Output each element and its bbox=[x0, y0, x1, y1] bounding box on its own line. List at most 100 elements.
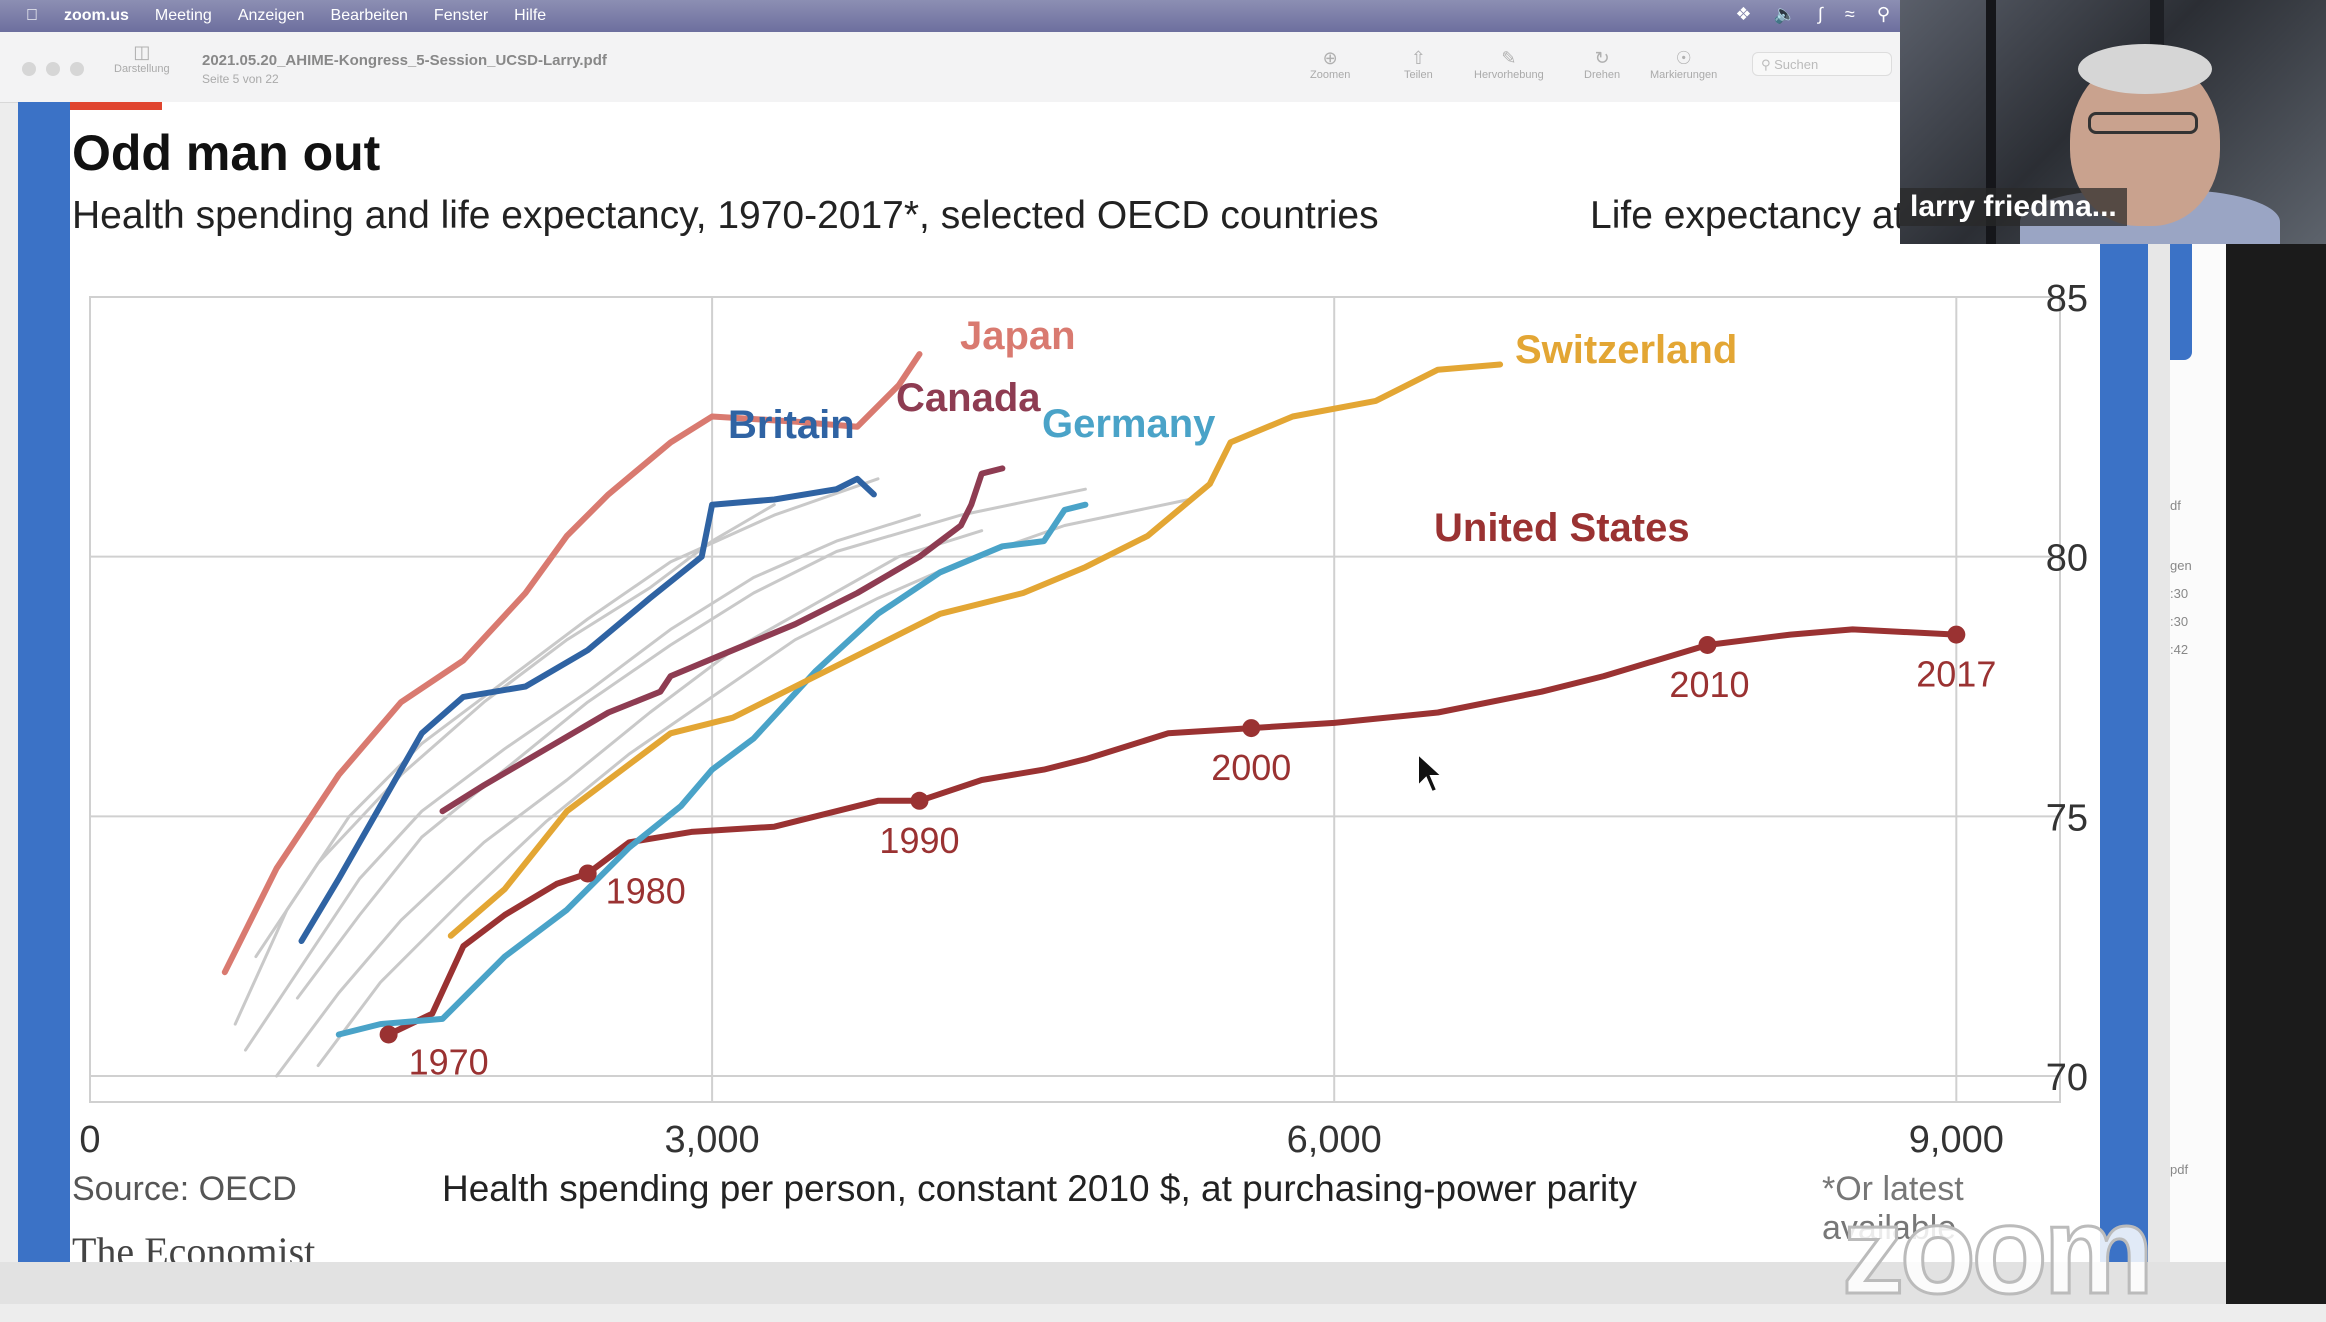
year-marker bbox=[1947, 625, 1966, 644]
participant-name: larry friedma... bbox=[1900, 188, 2127, 226]
window-bottom bbox=[0, 1262, 2226, 1304]
year-label: 2010 bbox=[1669, 664, 1749, 705]
share-icon: ⇧ bbox=[1410, 48, 1426, 68]
y-tick-label: 70 bbox=[2046, 1057, 2088, 1099]
wifi-icon[interactable]: ≈ bbox=[1844, 4, 1855, 24]
x-axis-label: Health spending per person, constant 201… bbox=[442, 1168, 1638, 1209]
view-label: Darstellung bbox=[114, 63, 170, 75]
x-tick-label: 6,000 bbox=[1287, 1119, 1382, 1161]
slide-gutter bbox=[2148, 102, 2170, 1262]
search-icon[interactable]: ⚲ bbox=[1876, 4, 1890, 24]
dropbox-icon[interactable]: ❖ bbox=[1735, 4, 1752, 24]
dark-background bbox=[2226, 244, 2326, 1304]
mouse-cursor-icon bbox=[1417, 752, 1445, 794]
markup-icon: ☉ bbox=[1675, 48, 1692, 68]
y-tick-label: 75 bbox=[2046, 797, 2088, 839]
slide-accent-right bbox=[2100, 102, 2148, 1262]
view-button[interactable]: ◫ Darstellung bbox=[114, 42, 170, 75]
apple-icon[interactable]:  bbox=[26, 7, 38, 25]
series-label: Britain bbox=[728, 403, 855, 447]
menu-meeting[interactable]: Meeting bbox=[142, 7, 212, 24]
y-tick-label: 80 bbox=[2046, 538, 2088, 580]
series-line-britain bbox=[298, 475, 877, 944]
sidebar-text-1: df bbox=[2170, 498, 2181, 513]
menu-app-zoom[interactable]: zoom.us bbox=[52, 7, 129, 24]
series-line-switzerland bbox=[447, 361, 1504, 939]
year-label: 1970 bbox=[409, 1041, 489, 1082]
series-label: Germany bbox=[1042, 402, 1216, 446]
series-line-united-states bbox=[385, 626, 1960, 1038]
chart-subtitle: Health spending and life expectancy, 197… bbox=[72, 194, 1379, 237]
series-line-oecd-other-3 bbox=[295, 487, 1087, 1000]
series-label: Canada bbox=[896, 376, 1041, 420]
rotate-icon: ↻ bbox=[1594, 48, 1610, 68]
selected-thumbnail[interactable] bbox=[2170, 240, 2192, 360]
video-window-frame bbox=[1986, 0, 1996, 244]
zoom-button[interactable] bbox=[70, 62, 84, 76]
menu-anzeigen[interactable]: Anzeigen bbox=[225, 7, 305, 24]
economist-red-tab bbox=[70, 102, 162, 110]
thumbnail-sidebar: df gen :30 :30 :42 pdf bbox=[2170, 240, 2226, 1262]
chart-title: Odd man out bbox=[72, 125, 381, 181]
year-label: 1990 bbox=[879, 820, 959, 861]
series-line-canada bbox=[439, 465, 1006, 815]
share-tool[interactable]: ⇧ Teilen bbox=[1404, 48, 1433, 81]
year-marker bbox=[578, 864, 597, 883]
year-marker bbox=[1242, 719, 1261, 738]
sidebar-text-5: :42 bbox=[2170, 642, 2189, 657]
slide-accent-left bbox=[18, 102, 70, 1262]
zoom-tool-label: Zoomen bbox=[1310, 69, 1351, 81]
year-marker bbox=[379, 1025, 398, 1044]
sidebar-text-4: :30 bbox=[2170, 614, 2189, 629]
document-title: 2021.05.20_AHIME-Kongress_5-Session_UCSD… bbox=[202, 52, 607, 69]
participant-hair bbox=[2078, 44, 2212, 94]
source-note: Source: OECD bbox=[72, 1170, 297, 1208]
window-controls bbox=[22, 62, 84, 76]
series-label: Japan bbox=[960, 314, 1076, 358]
sidebar-text-2: gen bbox=[2170, 558, 2192, 573]
volume-icon[interactable]: 🔈 bbox=[1773, 4, 1796, 24]
y-tick-label: 85 bbox=[2046, 278, 2088, 320]
search-icon: ⚲ bbox=[1761, 57, 1775, 72]
search-input[interactable]: ⚲ Suchen bbox=[1752, 52, 1892, 76]
year-marker bbox=[910, 791, 929, 810]
document-page: Seite 5 von 22 bbox=[202, 72, 279, 86]
share-tool-label: Teilen bbox=[1404, 69, 1433, 81]
sidebar-text-3: :30 bbox=[2170, 586, 2189, 601]
zoom-watermark: zoom bbox=[1841, 1181, 2156, 1322]
year-marker bbox=[1698, 635, 1717, 654]
pen-icon: ✎ bbox=[1501, 48, 1517, 68]
close-button[interactable] bbox=[22, 62, 36, 76]
sidebar-icon: ◫ bbox=[133, 42, 151, 62]
menu-bearbeiten[interactable]: Bearbeiten bbox=[318, 7, 408, 24]
series-label: Switzerland bbox=[1515, 328, 1737, 372]
year-label: 2017 bbox=[1916, 654, 1996, 695]
rotate-tool[interactable]: ↻ Drehen bbox=[1584, 48, 1620, 81]
menu-fenster[interactable]: Fenster bbox=[421, 7, 488, 24]
markup-tool[interactable]: ☉ Markierungen bbox=[1650, 48, 1717, 81]
year-label: 1980 bbox=[606, 870, 686, 911]
x-tick-label: 3,000 bbox=[665, 1119, 760, 1161]
zoom-tool[interactable]: ⊕ Zoomen bbox=[1310, 48, 1350, 81]
preview-toolbar: ◫ Darstellung 2021.05.20_AHIME-Kongress_… bbox=[0, 32, 1900, 103]
highlight-tool[interactable]: ✎ Hervorhebung bbox=[1474, 48, 1544, 81]
series-line-germany bbox=[335, 501, 1089, 1038]
minimize-button[interactable] bbox=[46, 62, 60, 76]
participant-glasses bbox=[2088, 112, 2198, 134]
rotate-tool-label: Drehen bbox=[1584, 69, 1621, 81]
x-tick-label: 0 bbox=[79, 1119, 100, 1161]
menu-hilfe[interactable]: Hilfe bbox=[502, 7, 546, 24]
sidebar-text-6: pdf bbox=[2170, 1162, 2189, 1177]
series-line-japan bbox=[221, 351, 923, 976]
x-tick-label: 9,000 bbox=[1909, 1119, 2004, 1161]
bluetooth-icon[interactable]: ∫ bbox=[1817, 4, 1823, 24]
year-label: 2000 bbox=[1211, 747, 1291, 788]
series-line-oecd-other-6 bbox=[233, 477, 880, 1026]
markup-tool-label: Markierungen bbox=[1650, 69, 1718, 81]
menubar:  zoom.us Meeting Anzeigen Bearbeiten Fe… bbox=[0, 0, 1900, 32]
zoom-icon: ⊕ bbox=[1322, 48, 1338, 68]
series-line-oecd-other-2 bbox=[275, 529, 984, 1078]
footnote: *Or latest available bbox=[1822, 1170, 1964, 1247]
chart-area: 70 75 80 85 0 3,000 6,000 9,000 Japan Switzerland… bbox=[79, 278, 2088, 1161]
highlight-tool-label: Hervorhebung bbox=[1474, 69, 1544, 81]
